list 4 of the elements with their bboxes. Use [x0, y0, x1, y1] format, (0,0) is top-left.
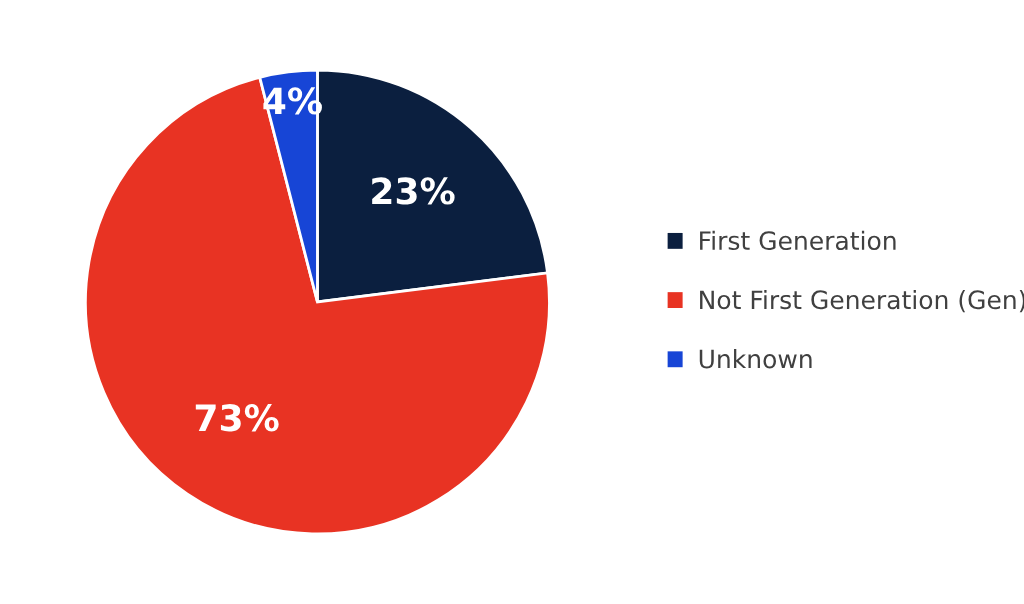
data-label: 23% — [372, 177, 455, 205]
legend-label: Unknown — [699, 349, 812, 369]
data-label: 73% — [195, 404, 279, 432]
legend-label: First Generation — [700, 230, 896, 251]
